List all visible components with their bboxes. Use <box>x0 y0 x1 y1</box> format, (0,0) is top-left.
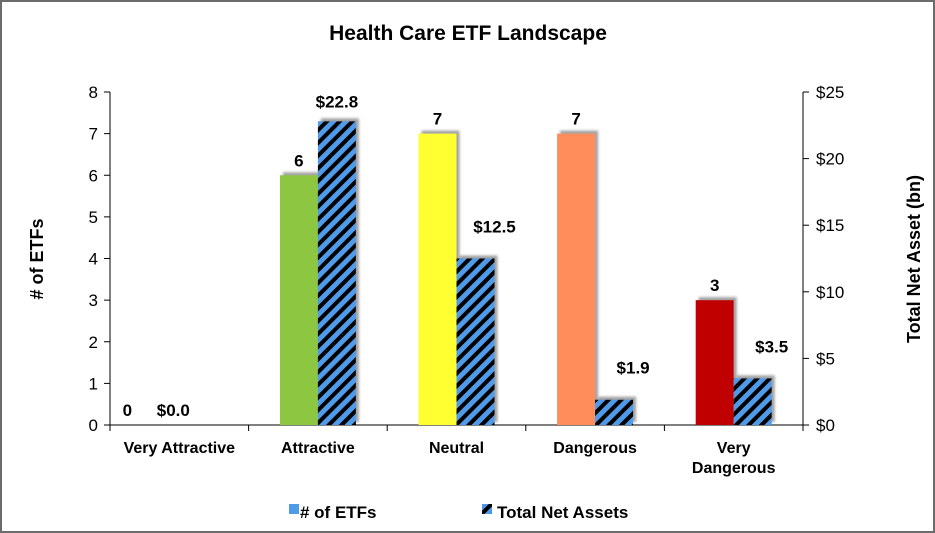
data-label-net-assets: $0.0 <box>157 401 190 420</box>
data-label-net-assets: $3.5 <box>755 337 788 356</box>
bar-net-assets <box>595 399 634 425</box>
y-tick-label: 8 <box>89 83 98 102</box>
legend-label-etfs: # of ETFs <box>300 503 377 522</box>
y2-tick-label: $15 <box>816 216 844 235</box>
legend-swatch-net-assets <box>482 504 492 514</box>
bar-etf-count <box>418 133 457 425</box>
legend: # of ETFs Total Net Assets <box>289 503 628 522</box>
category-label: Dangerous <box>553 440 637 457</box>
category-label: Very Attractive <box>124 440 236 457</box>
data-label-net-assets: $1.9 <box>617 359 650 378</box>
y-tick-label: 2 <box>89 333 98 352</box>
data-label-etf-count: 3 <box>710 276 719 295</box>
y-tick-label: 4 <box>89 250 98 269</box>
chart-title: Health Care ETF Landscape <box>329 22 607 45</box>
y-tick-label: 5 <box>89 208 98 227</box>
y-tick-label: 7 <box>89 125 98 144</box>
y2-axis-label: Total Net Asset (bn) <box>904 175 924 343</box>
bar-net-assets <box>317 121 356 425</box>
y-tick-label: 6 <box>89 166 98 185</box>
data-labels: 0 $0.0 6 $22.8 7 $12.5 7 $1.9 3 $3.5 <box>123 92 789 420</box>
legend-label-net-assets: Total Net Assets <box>497 503 628 522</box>
bars <box>279 121 772 425</box>
axes: 0 1 2 3 4 5 6 7 8 $0 $5 $10 $15 $20 $25 Very Attractive… <box>89 83 845 477</box>
y2-tick-label: $20 <box>816 150 844 169</box>
data-label-etf-count: 7 <box>433 110 442 129</box>
bar-etf-count <box>695 300 734 425</box>
y-tick-label: 1 <box>89 374 98 393</box>
data-label-etf-count: 6 <box>294 151 303 170</box>
y2-tick-label: $10 <box>816 283 844 302</box>
category-label: Attractive <box>281 440 355 457</box>
y-tick-label: 3 <box>89 291 98 310</box>
bar-net-assets <box>733 378 772 425</box>
category-label: Very Dangerous <box>692 440 776 477</box>
data-label-etf-count: 0 <box>123 401 132 420</box>
data-label-net-assets: $22.8 <box>316 92 359 111</box>
bar-etf-count <box>557 133 596 425</box>
bar-net-assets <box>456 258 495 425</box>
legend-swatch-etfs <box>289 504 299 514</box>
bar-etf-count <box>279 175 318 425</box>
data-label-net-assets: $12.5 <box>473 218 516 237</box>
y2-tick-label: $25 <box>816 83 844 102</box>
y-tick-label: 0 <box>89 416 98 435</box>
y2-tick-label: $0 <box>816 416 835 435</box>
y2-tick-label: $5 <box>816 349 835 368</box>
y-axis-label: # of ETFs <box>27 218 47 299</box>
data-label-etf-count: 7 <box>571 110 580 129</box>
category-label: Neutral <box>429 440 484 457</box>
